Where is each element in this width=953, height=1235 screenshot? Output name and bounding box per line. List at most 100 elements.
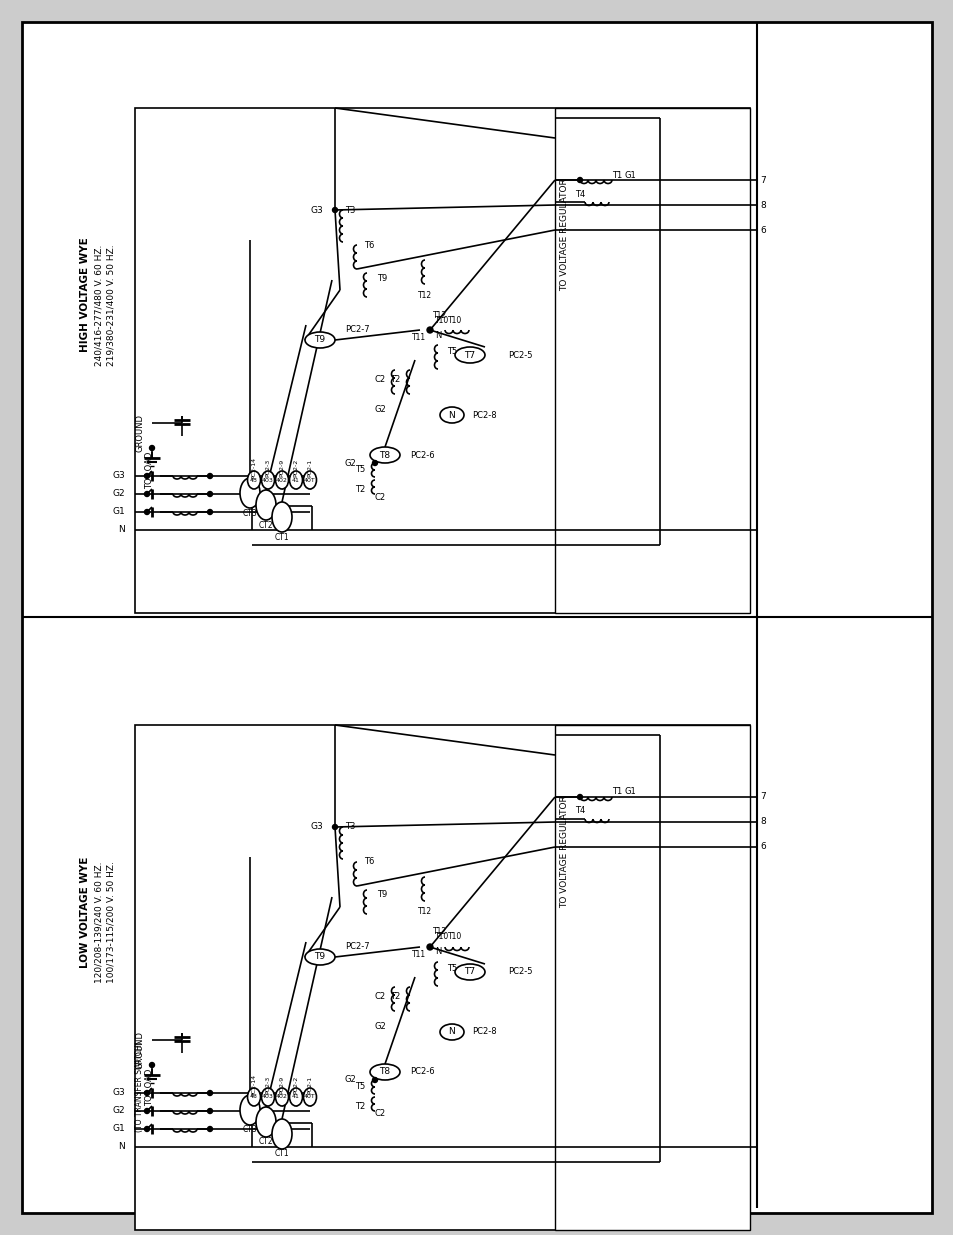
Text: 8: 8 <box>760 200 765 210</box>
Text: T4: T4 <box>575 806 584 815</box>
Text: G2: G2 <box>374 405 385 415</box>
Text: 43: 43 <box>250 1094 257 1099</box>
Text: 100/173-115/200 V. 50 HZ.: 100/173-115/200 V. 50 HZ. <box>107 861 115 983</box>
Ellipse shape <box>240 478 260 508</box>
Text: T2: T2 <box>390 375 399 384</box>
Text: T10: T10 <box>435 932 449 941</box>
Circle shape <box>208 510 213 515</box>
Text: PC2-3: PC2-3 <box>265 459 271 477</box>
Text: PC2-1: PC2-1 <box>307 1076 313 1094</box>
Text: T12: T12 <box>417 908 432 916</box>
Ellipse shape <box>289 471 302 489</box>
Text: CT3: CT3 <box>242 1125 257 1135</box>
Text: 7: 7 <box>760 793 765 802</box>
Text: C2: C2 <box>374 993 385 1002</box>
Text: T3: T3 <box>345 823 355 831</box>
Text: T5: T5 <box>355 1083 365 1092</box>
Text: T11: T11 <box>412 333 426 342</box>
Ellipse shape <box>455 347 484 363</box>
Text: 219/380-231/400 V. 50 HZ.: 219/380-231/400 V. 50 HZ. <box>107 245 115 366</box>
Circle shape <box>144 1091 150 1095</box>
Text: T11: T11 <box>412 951 426 960</box>
Bar <box>135 725 749 1230</box>
Ellipse shape <box>305 948 335 965</box>
Text: T9: T9 <box>376 273 387 283</box>
Text: PC2-1: PC2-1 <box>307 459 313 477</box>
Text: T10: T10 <box>447 932 461 941</box>
Ellipse shape <box>439 1024 463 1040</box>
Text: T3: T3 <box>345 205 355 215</box>
Text: T9: T9 <box>314 952 325 962</box>
Text: G2: G2 <box>112 489 125 499</box>
Text: G2: G2 <box>374 1023 385 1031</box>
Text: 240/416-277/480 V. 60 HZ.: 240/416-277/480 V. 60 HZ. <box>94 245 103 366</box>
Text: HIGH VOLTAGE WYE: HIGH VOLTAGE WYE <box>80 237 90 352</box>
Text: 41: 41 <box>292 1094 299 1099</box>
Text: 6: 6 <box>760 842 765 851</box>
Circle shape <box>144 473 150 478</box>
Text: T2: T2 <box>390 993 399 1002</box>
Text: N: N <box>448 1028 455 1036</box>
Ellipse shape <box>275 1088 288 1107</box>
Text: T8: T8 <box>379 1067 390 1077</box>
Text: PC2-7: PC2-7 <box>345 942 369 951</box>
Text: N: N <box>118 526 125 535</box>
Circle shape <box>208 1109 213 1114</box>
Ellipse shape <box>255 490 275 520</box>
Text: G3: G3 <box>310 823 323 831</box>
Ellipse shape <box>255 1107 275 1137</box>
Bar <box>555 107 749 613</box>
Text: PC2-8: PC2-8 <box>472 410 497 420</box>
Ellipse shape <box>370 447 399 463</box>
Text: 40T: 40T <box>304 1094 315 1099</box>
Text: TO VOLTAGE REGULATOR: TO VOLTAGE REGULATOR <box>560 795 569 909</box>
Text: G3: G3 <box>310 205 323 215</box>
Text: PC2-2: PC2-2 <box>294 1076 298 1094</box>
Text: T10: T10 <box>435 315 449 325</box>
Text: 7: 7 <box>760 175 765 184</box>
Text: 402: 402 <box>275 478 288 483</box>
Circle shape <box>144 1109 150 1114</box>
Text: 403: 403 <box>262 1094 274 1099</box>
Text: T1: T1 <box>611 170 621 179</box>
Text: T5: T5 <box>355 466 365 474</box>
Text: PC2-7: PC2-7 <box>345 326 369 335</box>
Text: N: N <box>448 410 455 420</box>
Ellipse shape <box>261 471 274 489</box>
Circle shape <box>333 825 337 830</box>
Circle shape <box>577 794 582 799</box>
Text: T12: T12 <box>417 290 432 300</box>
Text: G1: G1 <box>112 1125 125 1134</box>
Circle shape <box>372 1077 377 1083</box>
Circle shape <box>208 1091 213 1095</box>
Text: T10: T10 <box>447 315 461 325</box>
Text: T6: T6 <box>363 241 374 249</box>
Text: PC2-2: PC2-2 <box>294 459 298 477</box>
Text: 41: 41 <box>292 478 299 483</box>
Circle shape <box>150 1062 154 1067</box>
Text: 8: 8 <box>760 818 765 826</box>
Text: (TO TRANSFER SWITCH): (TO TRANSFER SWITCH) <box>135 1041 144 1132</box>
Text: PC2-8: PC2-8 <box>472 1028 497 1036</box>
Text: T9: T9 <box>376 890 387 899</box>
Text: CT2: CT2 <box>258 1137 273 1146</box>
Text: T6: T6 <box>363 857 374 867</box>
Text: G2: G2 <box>344 458 355 468</box>
Text: G1: G1 <box>112 508 125 516</box>
Text: N: N <box>435 331 441 340</box>
Text: TO LOAD: TO LOAD <box>146 451 154 489</box>
Ellipse shape <box>261 1088 274 1107</box>
Circle shape <box>150 446 154 451</box>
Text: GROUND: GROUND <box>135 1031 144 1070</box>
Text: CT2: CT2 <box>258 520 273 530</box>
Text: CT3: CT3 <box>242 509 257 517</box>
Text: G3: G3 <box>112 472 125 480</box>
Ellipse shape <box>303 471 316 489</box>
Circle shape <box>208 1126 213 1131</box>
Text: T8: T8 <box>379 451 390 459</box>
Text: T2: T2 <box>355 1103 365 1112</box>
Circle shape <box>333 207 337 212</box>
Circle shape <box>208 492 213 496</box>
Text: T5: T5 <box>446 965 456 973</box>
Text: 402: 402 <box>275 1094 288 1099</box>
